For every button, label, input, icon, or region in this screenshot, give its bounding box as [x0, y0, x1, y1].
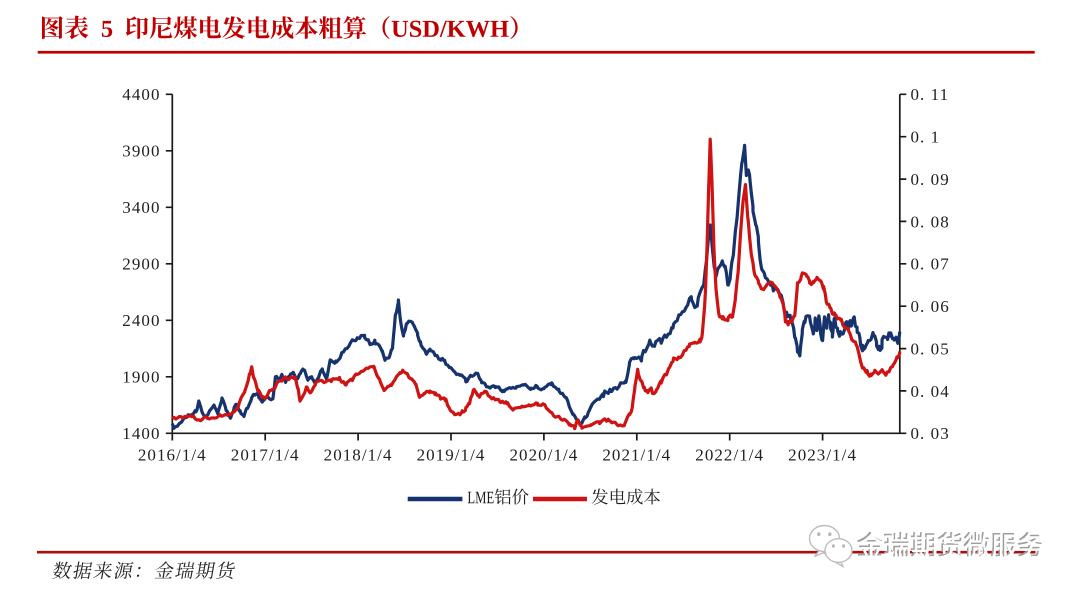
svg-text:0. 06: 0. 06 [911, 297, 950, 316]
svg-text:3900: 3900 [122, 142, 160, 161]
svg-text:2021/1/4: 2021/1/4 [602, 446, 671, 465]
svg-text:4400: 4400 [122, 85, 160, 104]
svg-text:2020/1/4: 2020/1/4 [509, 446, 578, 465]
svg-text:0. 03: 0. 03 [911, 424, 950, 443]
svg-text:0. 1: 0. 1 [911, 128, 941, 147]
svg-text:0. 11: 0. 11 [911, 85, 950, 104]
svg-text:0. 09: 0. 09 [911, 170, 950, 189]
svg-text:2018/1/4: 2018/1/4 [324, 446, 393, 465]
svg-text:2017/1/4: 2017/1/4 [231, 446, 300, 465]
svg-text:2019/1/4: 2019/1/4 [417, 446, 486, 465]
svg-text:2022/1/4: 2022/1/4 [695, 446, 764, 465]
svg-text:0. 04: 0. 04 [911, 382, 950, 401]
svg-text:3400: 3400 [122, 198, 160, 217]
svg-text:1900: 1900 [122, 368, 160, 387]
svg-text:0. 08: 0. 08 [911, 212, 950, 231]
svg-text:1400: 1400 [122, 424, 160, 443]
svg-text:0. 07: 0. 07 [911, 255, 950, 274]
svg-text:2900: 2900 [122, 255, 160, 274]
svg-text:2023/1/4: 2023/1/4 [788, 446, 857, 465]
svg-text:0. 05: 0. 05 [911, 339, 950, 358]
svg-text:2400: 2400 [122, 311, 160, 330]
svg-text:2016/1/4: 2016/1/4 [138, 446, 207, 465]
